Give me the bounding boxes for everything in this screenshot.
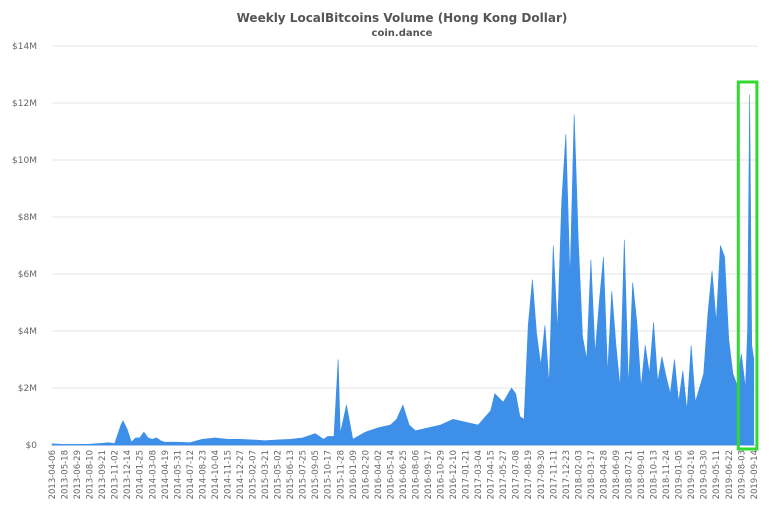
x-tick-label: 2018-06-09 bbox=[612, 450, 622, 499]
x-tick-label: 2015-06-13 bbox=[286, 450, 296, 499]
highlight-rectangle bbox=[736, 80, 759, 451]
x-tick-label: 2017-07-08 bbox=[512, 450, 522, 499]
x-tick-label: 2014-08-23 bbox=[198, 450, 208, 499]
chart-subtitle: coin.dance bbox=[372, 28, 433, 39]
x-tick-label: 2017-04-15 bbox=[487, 450, 497, 499]
x-tick-label: 2014-12-27 bbox=[236, 450, 246, 499]
x-tick-label: 2014-10-04 bbox=[211, 450, 221, 499]
x-tick-label: 2013-04-06 bbox=[48, 450, 58, 499]
y-tick-label: $0 bbox=[26, 441, 38, 451]
x-tick-label: 2015-02-07 bbox=[249, 450, 259, 499]
y-tick-label: $6M bbox=[18, 270, 37, 280]
x-tick-label: 2016-02-20 bbox=[361, 450, 371, 499]
x-tick-label: 2017-01-21 bbox=[462, 450, 472, 499]
x-tick-label: 2017-11-11 bbox=[549, 450, 559, 499]
x-tick-label: 2017-08-19 bbox=[524, 450, 534, 499]
x-tick-label: 2017-03-04 bbox=[474, 450, 484, 499]
grid-lines bbox=[52, 45, 758, 446]
x-tick-label: 2013-06-29 bbox=[73, 450, 83, 499]
x-tick-label: 2015-10-17 bbox=[324, 450, 334, 499]
x-tick-label: 2019-06-22 bbox=[725, 450, 735, 499]
x-axis-ticks: 2013-04-06 2013-05-18 2013-06-29 2013-08-10… bbox=[48, 450, 760, 499]
x-tick-label: 2015-05-02 bbox=[274, 450, 284, 499]
y-tick-label: $14M bbox=[12, 42, 37, 52]
chart-title: Weekly LocalBitcoins Volume (Hong Kong D… bbox=[237, 11, 568, 25]
x-tick-label: 2013-11-02 bbox=[111, 450, 121, 499]
series-area bbox=[51, 94, 755, 446]
y-tick-label: $4M bbox=[18, 327, 37, 337]
x-tick-label: 2019-08-03 bbox=[737, 450, 747, 499]
x-tick-label: 2015-11-28 bbox=[336, 450, 346, 499]
x-tick-label: 2014-03-08 bbox=[148, 450, 158, 499]
x-tick-label: 2018-07-21 bbox=[625, 450, 635, 499]
x-tick-label: 2017-05-27 bbox=[499, 450, 509, 499]
x-tick-label: 2016-09-17 bbox=[424, 450, 434, 499]
x-tick-label: 2018-03-17 bbox=[587, 450, 597, 499]
x-tick-label: 2016-06-25 bbox=[399, 450, 409, 499]
x-tick-label: 2015-07-25 bbox=[299, 450, 309, 499]
y-tick-label: $8M bbox=[18, 213, 37, 223]
x-tick-label: 2013-12-14 bbox=[123, 450, 133, 499]
x-tick-label: 2015-03-21 bbox=[261, 450, 271, 499]
x-tick-label: 2018-11-24 bbox=[662, 450, 672, 499]
x-tick-label: 2016-04-02 bbox=[374, 450, 384, 499]
x-tick-label: 2014-05-31 bbox=[173, 450, 183, 499]
x-tick-label: 2019-01-05 bbox=[675, 450, 685, 499]
x-tick-label: 2016-05-14 bbox=[386, 450, 396, 499]
x-tick-label: 2013-08-10 bbox=[86, 450, 96, 499]
x-tick-label: 2014-04-19 bbox=[161, 450, 171, 499]
x-tick-label: 2018-09-01 bbox=[637, 450, 647, 499]
x-tick-label: 2017-09-30 bbox=[537, 450, 547, 499]
x-tick-label: 2014-07-12 bbox=[186, 450, 196, 499]
x-tick-label: 2016-12-10 bbox=[449, 450, 459, 499]
x-tick-label: 2014-11-15 bbox=[223, 450, 233, 499]
x-tick-label: 2014-01-25 bbox=[136, 450, 146, 499]
x-tick-label: 2013-05-18 bbox=[61, 450, 71, 499]
x-tick-label: 2016-01-09 bbox=[349, 450, 359, 499]
x-tick-label: 2019-02-16 bbox=[687, 450, 697, 499]
x-tick-label: 2019-03-30 bbox=[700, 450, 710, 499]
y-tick-label: $10M bbox=[12, 156, 37, 166]
volume-area bbox=[51, 94, 755, 446]
x-tick-label: 2018-10-13 bbox=[650, 450, 660, 499]
x-tick-label: 2017-12-23 bbox=[562, 450, 572, 499]
y-tick-label: $2M bbox=[18, 384, 37, 394]
y-tick-label: $12M bbox=[12, 99, 37, 109]
x-tick-label: 2016-08-06 bbox=[411, 450, 421, 499]
x-tick-label: 2018-04-28 bbox=[599, 450, 609, 499]
x-tick-label: 2015-09-05 bbox=[311, 450, 321, 499]
x-tick-label: 2018-02-03 bbox=[574, 450, 584, 499]
x-tick-label: 2019-09-14 bbox=[750, 450, 760, 499]
x-tick-label: 2016-10-29 bbox=[437, 450, 447, 499]
highlight-box bbox=[736, 80, 759, 451]
y-axis-ticks: $0 $2M $4M $6M $8M $10M $12M $14M bbox=[12, 42, 37, 451]
x-tick-label: 2013-09-21 bbox=[98, 450, 108, 499]
x-tick-label: 2019-05-11 bbox=[712, 450, 722, 499]
